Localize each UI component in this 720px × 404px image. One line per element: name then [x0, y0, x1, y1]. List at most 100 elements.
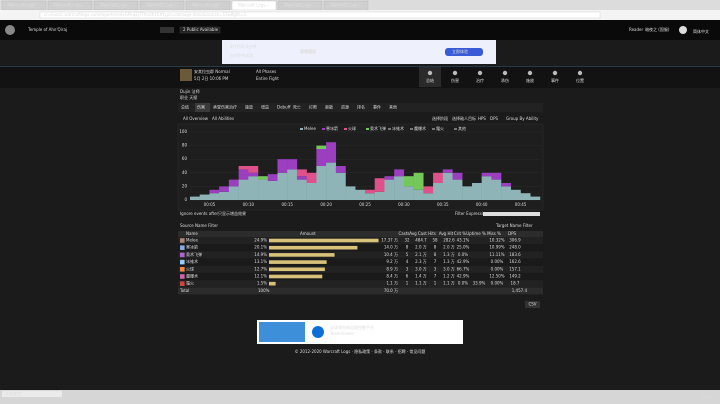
- x-tick-label: 00:15: [281, 202, 293, 207]
- tab[interactable]: Debuff: [277, 105, 291, 110]
- legend-swatch: [388, 128, 391, 130]
- ability-filter[interactable]: All Abilities: [212, 116, 234, 121]
- column-header[interactable]: Amount: [300, 231, 316, 236]
- column-header[interactable]: Name: [186, 231, 198, 236]
- graph-bar: [452, 179, 463, 200]
- legend-label[interactable]: Melee: [304, 126, 316, 131]
- tab[interactable]: 承受伤害: [213, 104, 229, 110]
- tab[interactable]: 治疗: [229, 104, 237, 110]
- csv-label[interactable]: CSV: [528, 302, 536, 307]
- tab-title[interactable]: Warcraft Logs -: [54, 3, 85, 8]
- table-cell: 10.4 万: [384, 252, 398, 257]
- legend-label[interactable]: 火球: [348, 125, 356, 131]
- nav-label[interactable]: 承伤: [501, 77, 509, 83]
- table-cell: 157.1: [509, 266, 521, 271]
- ability-name[interactable]: Melee: [186, 238, 198, 243]
- filter-option[interactable]: DPS: [490, 116, 498, 121]
- column-header[interactable]: Miss %: [487, 231, 501, 236]
- url[interactable]: cn.classic.warcraftlogs.com/reports/m4vG…: [44, 12, 246, 17]
- tab-title[interactable]: Warcraft Logs -: [192, 3, 223, 8]
- graph-bar: [277, 172, 288, 200]
- column-header[interactable]: Uptime %: [466, 231, 486, 236]
- ability-name[interactable]: 冰锥术: [186, 258, 198, 264]
- graph-bar: [287, 169, 298, 200]
- nav-label[interactable]: 治疗: [476, 77, 484, 83]
- nav-label[interactable]: 伤害: [451, 77, 459, 83]
- tab[interactable]: 资源: [341, 104, 349, 110]
- filter-option[interactable]: 选择敌人目标: [452, 115, 476, 121]
- graph-bar: [238, 166, 249, 170]
- nav-label[interactable]: 位置: [576, 77, 584, 83]
- nav-label[interactable]: 事件: [551, 77, 559, 83]
- tab-title[interactable]: Warcraft Logs -: [100, 3, 131, 8]
- filter-input[interactable]: [483, 212, 540, 216]
- table-cell: 183.6: [509, 252, 521, 257]
- reader[interactable]: Reader: [629, 27, 644, 32]
- tab[interactable]: 伤害: [197, 104, 205, 110]
- legend-swatch: [322, 128, 325, 130]
- ability-name[interactable]: 奥术飞弹: [186, 251, 202, 257]
- taskbar-item-label[interactable]: 未完成的: [5, 390, 21, 396]
- user[interactable]: 暗夜之 (国服): [645, 26, 670, 32]
- column-header[interactable]: Avg Cast: [409, 231, 427, 236]
- phase[interactable]: All Phases: [256, 69, 276, 74]
- graph-bar: [355, 189, 366, 200]
- ability-name[interactable]: 魔爆术: [186, 273, 198, 279]
- ability-name[interactable]: 寒冰箭: [186, 244, 198, 250]
- table-cell: 0.0%: [458, 252, 468, 257]
- tab[interactable]: 总结: [181, 104, 189, 110]
- graph-bar: [277, 159, 288, 173]
- legend-label[interactable]: 冰锥术: [392, 125, 404, 131]
- table-cell: 17.37 万: [381, 238, 398, 243]
- ad-button-text[interactable]: 立即体验: [452, 48, 468, 54]
- column-header[interactable]: Avg Hit: [439, 231, 454, 236]
- tab[interactable]: 排名: [357, 104, 365, 110]
- address-bar[interactable]: [39, 11, 601, 19]
- tab[interactable]: 死亡: [293, 104, 301, 110]
- filter-option[interactable]: 选择阶段: [432, 115, 448, 121]
- tab-title[interactable]: Warcraft Logs -: [330, 3, 361, 8]
- legend-label[interactable]: 魔爆术: [414, 125, 426, 131]
- table-cell: 8: [434, 245, 437, 250]
- nav-icon: [502, 70, 508, 76]
- tab-title[interactable]: Warcraft Logs -: [8, 3, 39, 8]
- language[interactable]: 简体中文: [693, 28, 709, 34]
- filter-option[interactable]: Group By Ability: [506, 116, 539, 121]
- table-cell: 3.0 万: [443, 266, 455, 271]
- legend-label[interactable]: 寒冰箭: [326, 125, 338, 131]
- fight[interactable]: Entire Fight: [256, 76, 279, 81]
- tab-title[interactable]: Warcraft Logs -: [146, 3, 177, 8]
- column-header[interactable]: Crit %: [454, 231, 466, 236]
- table-cell: 1: [434, 281, 437, 286]
- legend-label[interactable]: 霜火: [436, 125, 444, 131]
- graph-bar: [306, 183, 317, 200]
- graph-bar: [248, 172, 259, 177]
- tab-title[interactable]: Warcraft Logs -: [284, 3, 315, 8]
- filter-option[interactable]: HPS: [478, 116, 486, 121]
- tab[interactable]: 增益: [261, 104, 269, 110]
- graph-bar: [365, 193, 375, 200]
- ad-line1: 4行代码 8分钟: [230, 43, 256, 49]
- legend-label[interactable]: 其他: [458, 125, 466, 131]
- tab[interactable]: 施放: [245, 104, 253, 110]
- x-tick-label: 00:30: [398, 202, 410, 207]
- tab[interactable]: 驱散: [325, 104, 333, 110]
- ability-name[interactable]: 霜火: [186, 280, 194, 286]
- tab[interactable]: 打断: [309, 104, 317, 110]
- tab[interactable]: 事件: [373, 104, 381, 110]
- column-header[interactable]: Casts: [399, 231, 410, 236]
- amount-bar: [269, 281, 276, 286]
- nav-label[interactable]: 施放: [526, 77, 534, 83]
- ability-name[interactable]: 火球: [186, 265, 194, 271]
- amount-bar: [269, 274, 323, 279]
- tab[interactable]: 其他: [389, 104, 397, 110]
- tab-title[interactable]: Warcraft Logs -: [238, 3, 269, 8]
- table-cell: 7: [434, 259, 437, 264]
- legend-label[interactable]: 奥术飞弹: [370, 125, 386, 131]
- overview-filter[interactable]: All Overview: [183, 116, 209, 121]
- nav-label[interactable]: 总结: [426, 77, 434, 83]
- column-header[interactable]: DPS: [508, 231, 516, 236]
- graph-bar: [413, 172, 424, 190]
- column-header[interactable]: Hits: [428, 231, 436, 236]
- public-count[interactable]: 2 Public Available: [183, 27, 219, 32]
